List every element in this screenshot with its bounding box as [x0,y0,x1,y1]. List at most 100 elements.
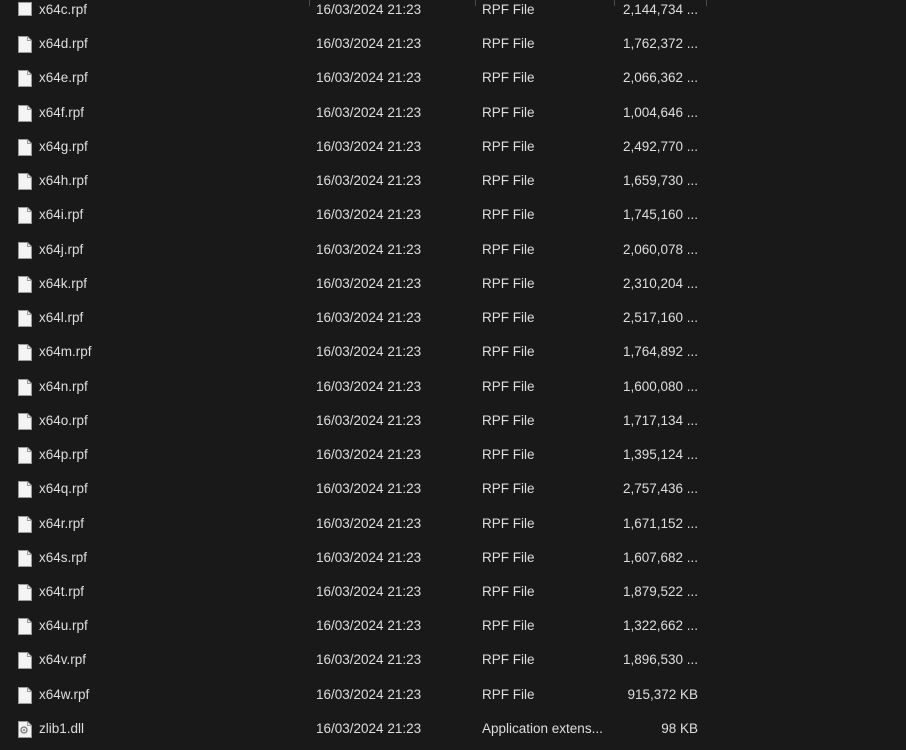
file-icon [18,275,32,293]
file-size: 2,060,078 ... [622,241,698,257]
file-row[interactable]: x64h.rpf 16/03/2024 21:23 RPF File 1,659… [0,164,906,198]
column-divider-type-size[interactable] [614,0,615,6]
file-type: RPF File [482,275,535,291]
file-size: 1,659,730 ... [622,173,698,189]
file-name: x64c.rpf [39,2,88,17]
file-name: x64i.rpf [39,207,84,223]
file-name: x64j.rpf [39,241,84,257]
file-size: 1,764,892 ... [622,344,698,360]
file-row[interactable]: x64m.rpf 16/03/2024 21:23 RPF File 1,764… [0,335,906,369]
file-name: x64m.rpf [39,344,92,360]
file-icon [18,2,32,16]
file-row[interactable]: x64o.rpf 16/03/2024 21:23 RPF File 1,717… [0,404,906,438]
file-date-modified: 16/03/2024 21:23 [316,344,422,360]
column-divider-date-type[interactable] [475,0,476,6]
file-row[interactable]: x64l.rpf 16/03/2024 21:23 RPF File 2,517… [0,301,906,335]
file-size: 1,879,522 ... [622,583,698,599]
file-row[interactable]: x64g.rpf 16/03/2024 21:23 RPF File 2,492… [0,130,906,164]
file-row[interactable]: x64i.rpf 16/03/2024 21:23 RPF File 1,745… [0,198,906,232]
file-icon [18,583,32,601]
file-type: Application extens... [482,720,603,736]
file-name: x64w.rpf [39,686,90,702]
file-date-modified: 16/03/2024 21:23 [316,447,422,463]
file-row[interactable]: x64n.rpf 16/03/2024 21:23 RPF File 1,600… [0,370,906,404]
file-name: x64u.rpf [39,618,88,634]
file-size: 1,600,080 ... [622,378,698,394]
file-type: RPF File [482,549,535,565]
column-divider-name-date[interactable] [309,0,310,6]
file-date-modified: 16/03/2024 21:23 [316,241,422,257]
file-row[interactable]: x64t.rpf 16/03/2024 21:23 RPF File 1,879… [0,575,906,609]
file-type: RPF File [482,652,535,668]
file-icon [18,378,32,396]
file-type: RPF File [482,70,535,86]
file-row[interactable]: x64c.rpf 16/03/2024 21:23 RPF File 2,144… [0,0,906,27]
file-row[interactable]: x64e.rpf 16/03/2024 21:23 RPF File 2,066… [0,61,906,95]
file-name: x64e.rpf [39,70,88,86]
file-date-modified: 16/03/2024 21:23 [316,412,422,428]
file-row[interactable]: x64v.rpf 16/03/2024 21:23 RPF File 1,896… [0,643,906,677]
file-name: x64r.rpf [39,515,85,531]
file-date-modified: 16/03/2024 21:23 [316,515,422,531]
file-size: 915,372 KB [627,686,698,702]
file-row[interactable]: x64k.rpf 16/03/2024 21:23 RPF File 2,310… [0,267,906,301]
file-row[interactable]: x64u.rpf 16/03/2024 21:23 RPF File 1,322… [0,609,906,643]
file-type: RPF File [482,378,535,394]
file-icon [18,207,32,225]
file-icon [18,515,32,533]
file-size: 1,671,152 ... [622,515,698,531]
file-name: x64o.rpf [39,412,88,428]
file-type: RPF File [482,481,535,497]
file-date-modified: 16/03/2024 21:23 [316,275,422,291]
file-size: 2,517,160 ... [622,310,698,326]
file-type: RPF File [482,2,535,17]
file-row[interactable]: x64q.rpf 16/03/2024 21:23 RPF File 2,757… [0,472,906,506]
file-icon [18,652,32,670]
file-size: 98 KB [661,720,698,736]
file-type: RPF File [482,241,535,257]
file-icon [18,412,32,430]
file-row[interactable]: x64d.rpf 16/03/2024 21:23 RPF File 1,762… [0,27,906,61]
file-size: 1,004,646 ... [622,104,698,120]
file-date-modified: 16/03/2024 21:23 [316,549,422,565]
file-date-modified: 16/03/2024 21:23 [316,378,422,394]
file-row[interactable]: x64p.rpf 16/03/2024 21:23 RPF File 1,395… [0,438,906,472]
file-icon [18,549,32,567]
file-name: x64s.rpf [39,549,88,565]
file-size: 2,144,734 ... [622,2,698,17]
column-divider-size-end[interactable] [706,0,707,6]
file-row[interactable]: x64f.rpf 16/03/2024 21:23 RPF File 1,004… [0,96,906,130]
file-type: RPF File [482,310,535,326]
file-date-modified: 16/03/2024 21:23 [316,652,422,668]
file-date-modified: 16/03/2024 21:23 [316,583,422,599]
file-name: x64d.rpf [39,36,88,52]
file-name: x64v.rpf [39,652,87,668]
file-name: x64k.rpf [39,275,88,291]
file-name: x64t.rpf [39,583,85,599]
file-icon [18,138,32,156]
file-date-modified: 16/03/2024 21:23 [316,686,422,702]
file-type: RPF File [482,447,535,463]
file-row[interactable]: x64j.rpf 16/03/2024 21:23 RPF File 2,060… [0,233,906,267]
file-date-modified: 16/03/2024 21:23 [316,618,422,634]
file-row[interactable]: x64r.rpf 16/03/2024 21:23 RPF File 1,671… [0,507,906,541]
file-type: RPF File [482,36,535,52]
file-row[interactable]: x64s.rpf 16/03/2024 21:23 RPF File 1,607… [0,541,906,575]
file-type: RPF File [482,173,535,189]
file-row[interactable]: zlib1.dll 16/03/2024 21:23 Application e… [0,712,906,746]
file-date-modified: 16/03/2024 21:23 [316,310,422,326]
file-date-modified: 16/03/2024 21:23 [316,70,422,86]
file-date-modified: 16/03/2024 21:23 [316,173,422,189]
file-name: x64f.rpf [39,104,85,120]
file-type: RPF File [482,344,535,360]
file-name: x64p.rpf [39,447,88,463]
file-icon [18,173,32,191]
file-type: RPF File [482,207,535,223]
file-row[interactable]: x64w.rpf 16/03/2024 21:23 RPF File 915,3… [0,678,906,712]
file-size: 2,757,436 ... [622,481,698,497]
file-icon [18,344,32,362]
file-name: x64g.rpf [39,138,88,154]
file-icon [18,447,32,465]
file-type: RPF File [482,583,535,599]
